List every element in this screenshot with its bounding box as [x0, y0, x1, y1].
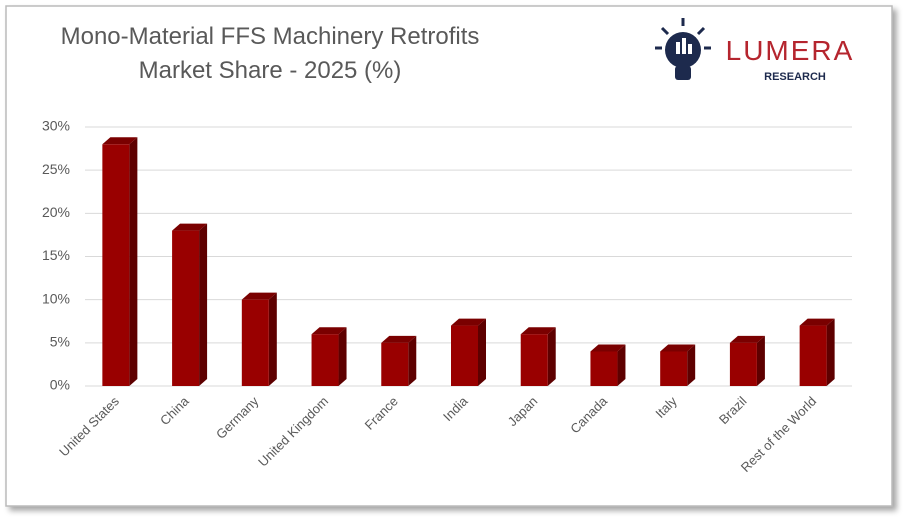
bar-top	[660, 344, 696, 352]
bar-group	[102, 137, 138, 386]
bar-side	[547, 327, 556, 386]
logo-icon	[655, 18, 711, 80]
bar-group	[729, 335, 765, 386]
y-tick-label: 10%	[42, 290, 70, 306]
bar-group	[520, 327, 556, 386]
bar-top	[799, 318, 835, 326]
y-tick-label: 5%	[50, 334, 70, 350]
bar-side	[478, 318, 486, 386]
bar-top	[102, 137, 138, 145]
bar-top	[520, 327, 556, 335]
y-tick-label: 25%	[42, 161, 70, 177]
bar	[451, 325, 478, 386]
bar-group	[451, 318, 486, 386]
bar-side	[687, 344, 696, 386]
bar-group	[799, 318, 835, 386]
bar-side	[199, 223, 208, 386]
y-tick-label: 30%	[42, 118, 70, 134]
bar-group	[381, 335, 417, 386]
bar	[311, 334, 339, 386]
bar-side	[338, 327, 347, 386]
bar-side	[826, 318, 835, 386]
bar-top	[172, 223, 208, 231]
bar-side	[756, 335, 765, 386]
bar-top	[590, 344, 626, 352]
bar-top	[311, 327, 347, 335]
bar	[660, 351, 688, 386]
bar-side	[129, 137, 138, 386]
bar-side	[617, 344, 626, 386]
bar-group	[172, 223, 208, 386]
bar	[381, 342, 409, 386]
bar-top	[729, 335, 765, 343]
bar-group	[590, 344, 626, 386]
bar	[241, 299, 269, 386]
y-tick-label: 0%	[50, 377, 70, 393]
logo-name: LUMERA	[726, 35, 855, 66]
y-tick-label: 15%	[42, 247, 70, 263]
bar-top	[381, 335, 417, 343]
bar-top	[241, 292, 277, 300]
bar	[520, 334, 548, 386]
bar-group	[311, 327, 347, 386]
bar-group	[241, 292, 277, 386]
y-tick-label: 20%	[42, 204, 70, 220]
chart-title: Market Share - 2025 (%)	[139, 57, 402, 84]
bar	[729, 342, 757, 386]
logo-tagline: RESEARCH	[764, 71, 826, 83]
bar-side	[408, 335, 417, 386]
chart-title: Mono-Material FFS Machinery Retrofits	[61, 23, 480, 50]
bar-top	[451, 318, 486, 326]
bar	[590, 351, 618, 386]
bar-group	[660, 344, 696, 386]
bar	[102, 144, 130, 386]
bar	[799, 325, 827, 386]
bar-side	[268, 292, 277, 386]
bar	[172, 230, 200, 386]
